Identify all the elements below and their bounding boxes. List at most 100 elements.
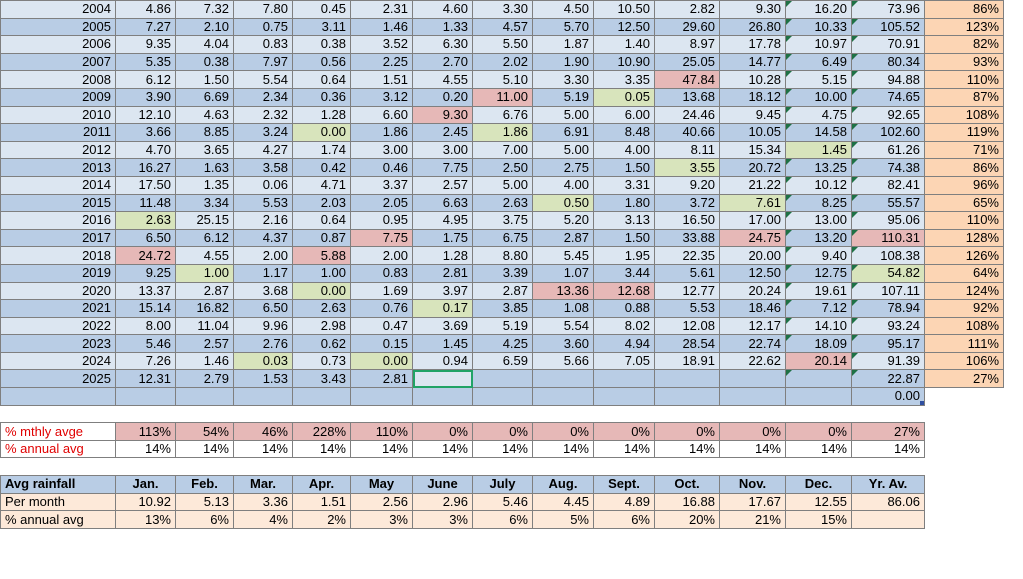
year-total-cell[interactable]: 55.57	[851, 193, 925, 213]
month-value-cell[interactable]: 0.45	[292, 0, 351, 19]
month-value-cell[interactable]: 3.97	[412, 281, 473, 301]
month-value-cell[interactable]	[719, 369, 786, 389]
month-value-cell[interactable]: 5.53	[654, 299, 720, 318]
month-value-cell[interactable]: 7.75	[412, 158, 473, 177]
spacer-cell[interactable]	[472, 405, 533, 423]
year-total-cell[interactable]: 91.39	[851, 351, 925, 371]
month-value-cell[interactable]: 7.75	[350, 228, 413, 248]
empty-cell[interactable]	[412, 387, 473, 406]
year-percent-cell[interactable]: 86%	[924, 0, 1004, 19]
month-value-cell[interactable]: 3.43	[292, 369, 351, 389]
year-percent-cell[interactable]: 123%	[924, 17, 1004, 37]
month-value-cell[interactable]: 0.76	[350, 299, 413, 318]
row-label[interactable]: % mthly avge	[0, 422, 116, 441]
month-value-cell[interactable]: 24.46	[654, 105, 720, 125]
month-value-cell[interactable]: 12.68	[593, 281, 655, 301]
month-value-cell[interactable]: 3.52	[350, 35, 413, 54]
month-header-cell[interactable]: Apr.	[292, 475, 351, 494]
year-cell[interactable]: 2020	[0, 281, 116, 301]
spacer-cell[interactable]	[175, 405, 234, 423]
year-total-cell[interactable]: 74.38	[851, 158, 925, 177]
year-percent-cell[interactable]: 108%	[924, 316, 1004, 336]
percent-annual-cell[interactable]: 20%	[654, 510, 720, 529]
per-month-cell[interactable]: 1.51	[292, 492, 351, 512]
month-value-cell[interactable]: 1.08	[532, 299, 594, 318]
per-month-cell[interactable]: 5.46	[472, 492, 533, 512]
month-value-cell[interactable]: 24.72	[115, 246, 176, 265]
month-value-cell[interactable]: 8.02	[593, 316, 655, 336]
month-value-cell[interactable]: 2.34	[233, 87, 293, 107]
month-value-cell[interactable]: 4.27	[233, 140, 293, 160]
month-value-cell[interactable]: 1.33	[412, 17, 473, 37]
month-value-cell[interactable]: 8.85	[175, 123, 234, 142]
month-value-cell[interactable]: 21.22	[719, 175, 786, 195]
year-total-cell[interactable]: 78.94	[851, 299, 925, 318]
month-value-cell[interactable]: 7.05	[593, 351, 655, 371]
month-value-cell[interactable]: 1.46	[350, 17, 413, 37]
month-value-cell[interactable]: 1.40	[593, 35, 655, 54]
month-value-cell[interactable]: 5.54	[233, 70, 293, 89]
month-value-cell[interactable]: 1.35	[175, 175, 234, 195]
year-percent-cell[interactable]: 111%	[924, 334, 1004, 353]
month-value-cell[interactable]: 8.97	[654, 35, 720, 54]
year-total-cell[interactable]: 92.65	[851, 105, 925, 125]
year-total-cell[interactable]: 73.96	[851, 0, 925, 19]
month-value-cell[interactable]: 7.00	[472, 140, 533, 160]
per-month-cell[interactable]: 3.36	[233, 492, 293, 512]
month-value-cell[interactable]: 3.65	[175, 140, 234, 160]
month-value-cell[interactable]: 3.11	[292, 17, 351, 37]
month-value-cell[interactable]: 2.63	[292, 299, 351, 318]
month-value-cell[interactable]: 20.00	[719, 246, 786, 265]
month-value-cell[interactable]: 2.87	[175, 281, 234, 301]
month-value-cell[interactable]: 1.00	[175, 263, 234, 283]
month-value-cell[interactable]: 0.83	[233, 35, 293, 54]
month-value-cell[interactable]: 9.45	[719, 105, 786, 125]
month-value-cell[interactable]: 1.75	[412, 228, 473, 248]
month-value-cell[interactable]: 3.39	[472, 263, 533, 283]
month-header-cell[interactable]: May	[350, 475, 413, 494]
month-value-cell[interactable]: 2.00	[233, 246, 293, 265]
month-value-cell[interactable]: 7.97	[233, 52, 293, 72]
year-total-cell[interactable]: 95.06	[851, 211, 925, 230]
year-cell[interactable]: 2007	[0, 52, 116, 72]
month-value-cell[interactable]: 4.70	[115, 140, 176, 160]
month-value-cell[interactable]: 20.24	[719, 281, 786, 301]
month-value-cell[interactable]: 3.85	[472, 299, 533, 318]
month-value-cell[interactable]: 2.16	[233, 211, 293, 230]
annual-average-cell[interactable]: 14%	[233, 439, 293, 459]
spacer-cell[interactable]	[233, 405, 293, 423]
spacer-cell[interactable]	[0, 405, 116, 423]
percent-annual-cell[interactable]: 13%	[115, 510, 176, 529]
year-percent-cell[interactable]: 119%	[924, 123, 1004, 142]
month-value-cell[interactable]: 0.38	[175, 52, 234, 72]
year-cell[interactable]: 2010	[0, 105, 116, 125]
month-value-cell[interactable]: 3.37	[350, 175, 413, 195]
annual-average-cell[interactable]: 14%	[654, 439, 720, 459]
month-value-cell[interactable]: 6.50	[233, 299, 293, 318]
month-value-cell[interactable]: 0.62	[292, 334, 351, 353]
month-value-cell[interactable]: 6.91	[532, 123, 594, 142]
percent-annual-cell[interactable]: 3%	[350, 510, 413, 529]
year-percent-cell[interactable]: 110%	[924, 70, 1004, 89]
month-value-cell[interactable]: 0.87	[292, 228, 351, 248]
year-total-cell[interactable]: 95.17	[851, 334, 925, 353]
month-value-cell[interactable]: 0.06	[233, 175, 293, 195]
month-value-cell[interactable]: 18.09	[785, 334, 852, 353]
spacer-cell[interactable]	[233, 457, 293, 476]
month-value-cell[interactable]: 1.28	[412, 246, 473, 265]
spacer-cell[interactable]	[412, 405, 473, 423]
month-value-cell[interactable]: 1.87	[532, 35, 594, 54]
month-value-cell[interactable]: 8.11	[654, 140, 720, 160]
month-value-cell[interactable]: 16.27	[115, 158, 176, 177]
spacer-cell[interactable]	[785, 457, 852, 476]
month-value-cell[interactable]: 2.75	[532, 158, 594, 177]
month-value-cell[interactable]: 12.50	[719, 263, 786, 283]
month-value-cell[interactable]: 24.75	[719, 228, 786, 248]
year-percent-cell[interactable]: 86%	[924, 158, 1004, 177]
year-percent-cell[interactable]: 82%	[924, 35, 1004, 54]
monthly-average-cell[interactable]: 113%	[115, 422, 176, 441]
month-value-cell[interactable]: 14.77	[719, 52, 786, 72]
month-value-cell[interactable]: 1.00	[292, 263, 351, 283]
month-value-cell[interactable]: 1.07	[532, 263, 594, 283]
row-label[interactable]: % annual avg	[0, 510, 116, 529]
